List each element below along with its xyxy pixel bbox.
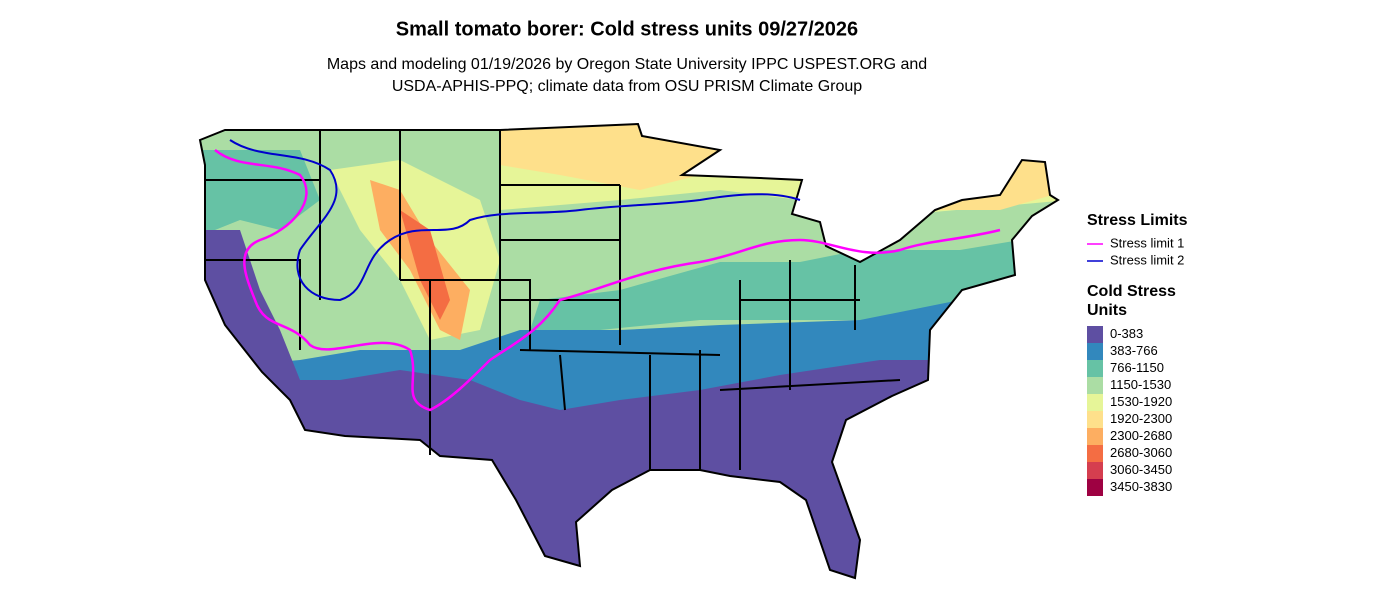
legend-title-part: Cold Stress — [1087, 283, 1176, 300]
legend-swatch — [1087, 462, 1103, 479]
legend-swatch — [1087, 343, 1103, 360]
stress-limit-1-contour — [214, 149, 1001, 412]
us-outline — [198, 122, 1060, 580]
legend-title-part: Units — [1087, 302, 1127, 319]
map-title: Small tomato borer: Cold stress units 09… — [396, 18, 858, 40]
legend-swatch — [1087, 445, 1103, 462]
state-borders — [205, 130, 901, 470]
legend-swatch — [1087, 411, 1103, 428]
legend-swatch — [1087, 360, 1103, 377]
legend-swatch — [1087, 394, 1103, 411]
legend-label: 0-383 — [1110, 326, 1143, 341]
legend-label: 3060-3450 — [1110, 462, 1172, 477]
legend-swatch — [1087, 479, 1103, 496]
legend-title: Cold Stress Units — [1087, 283, 1176, 319]
legend-swatch — [1087, 428, 1103, 445]
legend-swatch — [1087, 326, 1103, 343]
legend-label: 383-766 — [1110, 343, 1158, 358]
legend-label: 2680-3060 — [1110, 445, 1172, 460]
legend-label: 1920-2300 — [1110, 411, 1172, 426]
legend-swatch — [1087, 377, 1103, 394]
legend-label: Stress limit 2 — [1110, 252, 1184, 267]
legend-label: 2300-2680 — [1110, 428, 1172, 443]
legend-label: 1150-1530 — [1110, 377, 1171, 392]
subtitle: USDA-APHIS-PPQ; climate data from OSU PR… — [392, 78, 862, 95]
subtitle: Maps and modeling 01/19/2026 by Oregon S… — [327, 56, 927, 73]
stress-limit-2-contour — [229, 139, 801, 302]
legend: Stress Limits Stress limit 1 Stress limit … — [1087, 212, 1188, 496]
legend-label: Stress limit 1 — [1110, 235, 1184, 250]
legend-label: 766-1150 — [1110, 360, 1164, 375]
legend-title: Stress Limits — [1087, 212, 1188, 229]
legend-label: 3450-3830 — [1110, 479, 1172, 494]
map-area — [200, 124, 1058, 578]
legend-label: 1530-1920 — [1110, 394, 1172, 409]
